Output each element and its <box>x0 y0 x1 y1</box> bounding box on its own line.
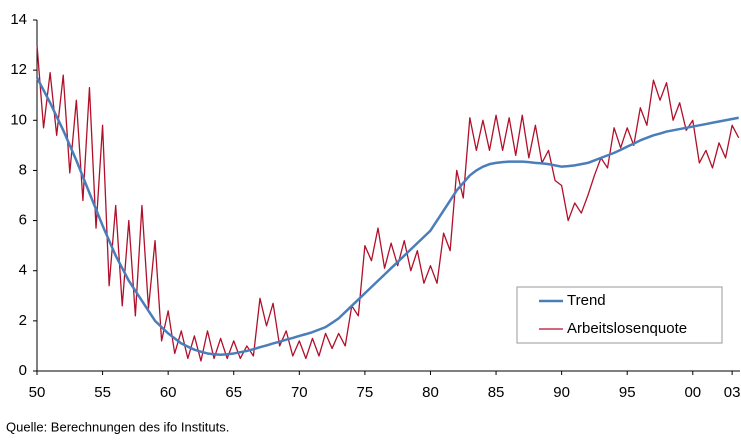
legend-label: Trend <box>567 292 606 309</box>
legend-box <box>516 286 723 344</box>
y-tick-label: 8 <box>19 161 27 178</box>
x-tick-label: 80 <box>422 384 439 401</box>
x-tick-label: 60 <box>160 384 177 401</box>
x-tick-label: 50 <box>29 384 46 401</box>
y-tick-label: 4 <box>19 262 27 279</box>
y-tick-label: 2 <box>19 312 27 329</box>
x-tick-label: 55 <box>94 384 111 401</box>
x-tick-label: 90 <box>553 384 570 401</box>
x-tick-label: 85 <box>488 384 505 401</box>
y-tick-label: 0 <box>19 362 27 379</box>
x-tick-label: 75 <box>357 384 374 401</box>
series-line <box>35 77 739 356</box>
legend-label: Arbeitslosenquote <box>567 320 687 337</box>
y-tick-label: 14 <box>10 11 27 28</box>
x-tick-label: 95 <box>619 384 636 401</box>
y-tick-label: 10 <box>10 111 27 128</box>
y-tick-label: 12 <box>10 61 27 78</box>
x-tick-label: 00 <box>684 384 701 401</box>
x-tick-label: 65 <box>225 384 242 401</box>
x-tick-label: 03 <box>724 384 741 401</box>
x-tick-label: 70 <box>291 384 308 401</box>
series-line <box>36 45 740 362</box>
source-note: Quelle: Berechnungen des ifo Instituts. <box>6 419 229 434</box>
y-tick-label: 6 <box>19 212 27 229</box>
